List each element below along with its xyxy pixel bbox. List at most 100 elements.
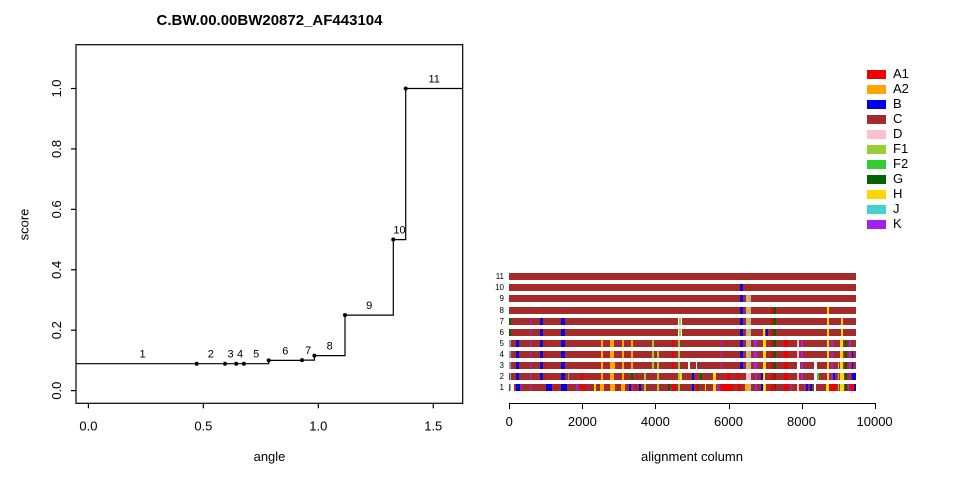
subtype-stripe [717,384,719,392]
subtype-stripe [580,373,583,381]
subtype-stripe [737,384,742,392]
alignment-row [509,351,857,359]
subtype-stripe [610,339,614,347]
subtype-stripe [763,373,766,381]
alignment-row [509,273,857,281]
subtype-stripe [539,339,544,347]
left-xaxis-label: angle [253,449,286,464]
subtype-stripe [516,373,520,381]
subtype-stripe [657,384,659,392]
row-gap [680,317,683,325]
subtype-stripe [516,362,520,370]
data-point [241,361,246,366]
subtype-stripe [546,384,552,392]
data-point [194,361,199,366]
subtype-stripe [784,339,788,347]
subtype-stripe [746,351,751,359]
subtype-stripe [739,306,743,314]
subtype-stripe [509,384,512,392]
subtype-stripe [529,317,531,325]
subtype-stripe [827,317,829,325]
subtype-stripe [697,384,700,392]
subtype-stripe [754,362,758,370]
subtype-stripe [561,384,567,392]
subtype-stripe [847,384,850,392]
subtype-stripe [773,339,776,347]
subtype-stripe [845,362,847,370]
subtype-stripe [784,351,788,359]
legend-label: D [893,126,903,141]
subtype-stripe [746,317,751,325]
data-point [234,361,239,366]
subtype-stripe [679,328,681,336]
subtype-stripe [746,373,751,381]
subtype-stripe [770,306,774,314]
subtype-stripe [784,384,789,392]
legend-label: F1 [893,141,909,156]
subtype-stripe [831,362,833,370]
subtype-stripe [529,362,531,370]
subtype-stripe [691,384,694,392]
subtype-stripe [678,362,680,370]
subtype-stripe [720,339,723,347]
subtype-stripe [827,373,829,381]
x-tick-label: 10000 [856,414,893,429]
subtype-stripe [509,362,511,370]
segment-number-label: 1 [139,349,145,361]
legend-label: C [893,111,903,126]
subtype-stripe [516,351,520,359]
data-point [312,353,317,358]
subtype-stripe [739,328,743,336]
subtype-stripe [630,339,633,347]
segment-number-label: 10 [393,225,405,237]
row-label: 4 [499,350,504,360]
subtype-stripe [747,384,751,392]
x-tick [582,403,584,410]
legend-swatch [867,99,886,109]
subtype-stripe [773,362,776,370]
subtype-stripe [539,351,544,359]
subtype-stripe [806,384,808,392]
plot-box [75,44,464,404]
subtype-stripe [801,373,803,381]
segment-number-label: 5 [253,349,259,361]
alignment-row [509,328,857,336]
subtype-stripe [837,384,840,392]
subtype-stripe [845,351,847,359]
y-tick-label: 0.4 [49,261,64,279]
subtype-stripe [631,384,634,392]
subtype-stripe [712,384,716,392]
row-label: 7 [499,316,504,326]
x-tick [728,403,730,410]
y-tick-label: 0.2 [49,321,64,339]
segment-number-label: 4 [237,349,243,361]
subtype-stripe [543,362,546,370]
row-label: 10 [495,283,504,293]
subtype-stripe [827,362,829,370]
subtype-stripe [600,351,603,359]
subtype-stripe [746,362,751,370]
subtype-stripe [840,339,844,347]
x-tick [801,403,803,410]
subtype-stripe [720,362,723,370]
subtype-stripe [509,351,511,359]
y-tick-label: 0.8 [49,140,64,158]
row-label: 6 [499,327,504,337]
subtype-stripe [770,317,774,325]
subtype-stripe [600,362,603,370]
subtype-stripe [848,362,851,370]
x-axis [509,403,875,405]
segment-number-label: 7 [305,345,311,357]
x-tick [874,403,876,410]
subtype-stripe [831,351,833,359]
subtype-stripe [746,328,751,336]
subtype-stripe [539,373,544,381]
subtype-stripe [827,339,829,347]
subtype-stripe [840,351,844,359]
subtype-stripe [817,373,819,381]
subtype-stripe [610,384,615,392]
subtype-stripe [561,362,566,370]
subtype-stripe [634,384,637,392]
row-label: 11 [495,272,504,282]
subtype-stripe [770,384,775,392]
